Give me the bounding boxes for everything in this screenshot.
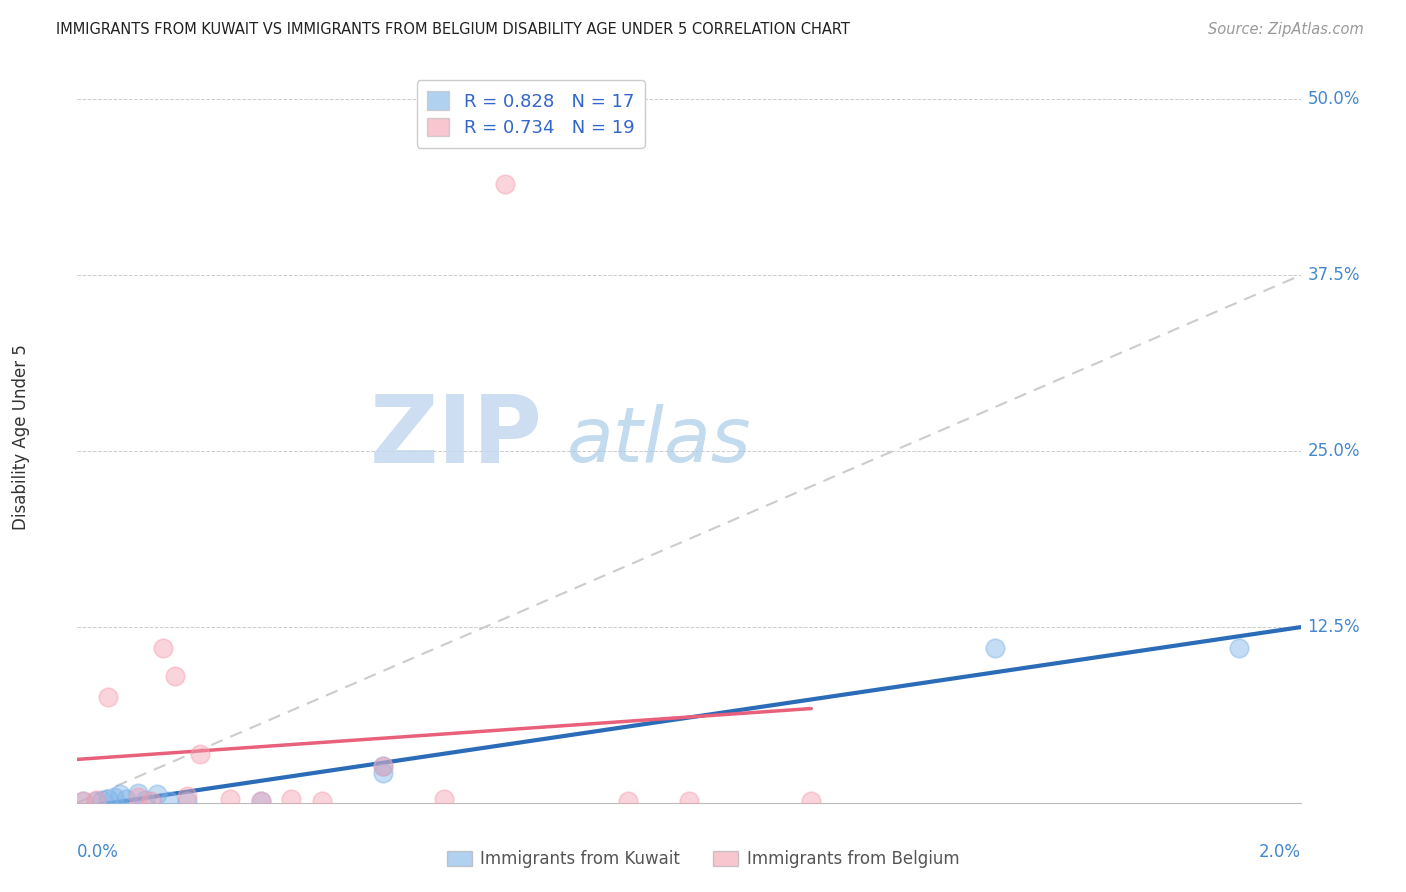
Text: atlas: atlas	[567, 404, 751, 478]
Point	[250, 794, 273, 808]
Point	[165, 669, 187, 683]
Point	[146, 788, 169, 802]
Point	[97, 791, 120, 805]
Text: Disability Age Under 5: Disability Age Under 5	[13, 344, 30, 530]
Point	[72, 794, 94, 808]
Point	[176, 789, 198, 803]
Point	[157, 794, 180, 808]
Point	[127, 790, 149, 805]
Text: IMMIGRANTS FROM KUWAIT VS IMMIGRANTS FROM BELGIUM DISABILITY AGE UNDER 5 CORRELA: IMMIGRANTS FROM KUWAIT VS IMMIGRANTS FRO…	[56, 22, 851, 37]
Point	[90, 793, 112, 807]
Text: 12.5%: 12.5%	[1308, 618, 1360, 636]
Point	[984, 641, 1007, 656]
Text: 50.0%: 50.0%	[1308, 90, 1360, 109]
Point	[127, 786, 149, 800]
Point	[1229, 641, 1251, 656]
Point	[311, 794, 333, 808]
Point	[616, 794, 638, 808]
Legend: R = 0.828   N = 17, R = 0.734   N = 19: R = 0.828 N = 17, R = 0.734 N = 19	[416, 80, 645, 148]
Text: 2.0%: 2.0%	[1258, 843, 1301, 861]
Point	[371, 759, 394, 773]
Point	[115, 791, 138, 805]
Point	[84, 793, 107, 807]
Text: ZIP: ZIP	[370, 391, 543, 483]
Text: 25.0%: 25.0%	[1308, 442, 1360, 460]
Point	[433, 791, 456, 805]
Point	[72, 794, 94, 808]
Point	[371, 759, 394, 773]
Point	[103, 790, 125, 805]
Text: Source: ZipAtlas.com: Source: ZipAtlas.com	[1208, 22, 1364, 37]
Point	[495, 177, 517, 191]
Point	[108, 788, 131, 802]
Point	[250, 794, 273, 808]
Point	[280, 791, 302, 805]
Point	[139, 794, 162, 808]
Point	[800, 794, 823, 808]
Point	[219, 791, 242, 805]
Point	[84, 794, 107, 808]
Legend: Immigrants from Kuwait, Immigrants from Belgium: Immigrants from Kuwait, Immigrants from …	[440, 844, 966, 875]
Point	[97, 690, 120, 705]
Point	[152, 641, 174, 656]
Point	[188, 747, 211, 761]
Point	[371, 766, 394, 780]
Text: 37.5%: 37.5%	[1308, 267, 1360, 285]
Text: 0.0%: 0.0%	[77, 843, 120, 861]
Point	[176, 794, 198, 808]
Point	[678, 794, 700, 808]
Point	[134, 793, 156, 807]
